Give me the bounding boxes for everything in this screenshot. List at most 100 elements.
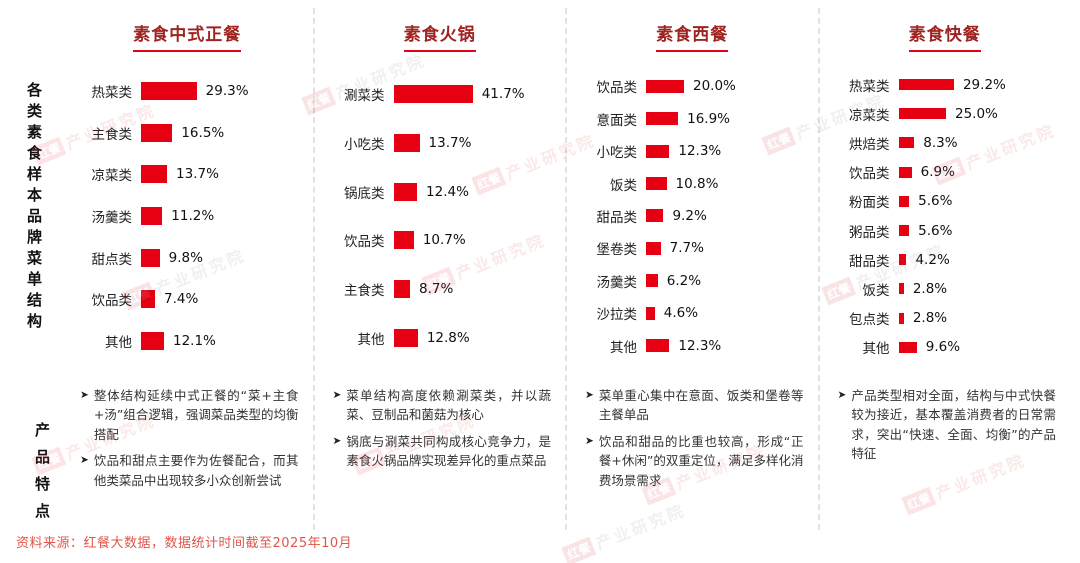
value-label: 13.7% [428, 134, 472, 151]
bar-row: 锅底类 12.4% [325, 182, 556, 202]
feature-text: 菜单重心集中在意面、饭类和堡卷等主餐单品 [598, 388, 804, 423]
column-header: 素食快餐 [830, 8, 1061, 64]
feature-text: 整体结构延续中式正餐的“菜+主食+汤”组合逻辑，强调菜品类型的均衡搭配 [93, 388, 299, 442]
category-label: 甜品类 [596, 209, 638, 226]
feature-item: ➤ 菜单结构高度依赖涮菜类，并以蔬菜、豆制品和菌菇为核心 [333, 386, 552, 425]
feature-text: 饮品和甜品的比重也较高，形成“正餐+休闲”的双重定位，满足多样化消费场景需求 [598, 433, 804, 488]
column-title: 素食火锅 [403, 20, 476, 52]
bar [646, 177, 667, 191]
value-label: 12.1% [172, 333, 216, 350]
category-label: 涮菜类 [344, 88, 385, 105]
bar-row: 汤羹类 11.2% [72, 206, 303, 226]
chart-column-2: 素食火锅 涮菜类 41.7% 小吃类 13.7% 锅底类 12.4% 饮品类 10.7% 主食类 8… [315, 8, 567, 530]
bar-row: 饮品类 10.7% [325, 230, 556, 250]
chart-column-1: 素食中式正餐 热菜类 29.3% 主食类 16.5% 凉菜类 13.7% 汤羹类 11.2% 甜点… [62, 8, 315, 530]
bar [646, 241, 661, 255]
value-label: 6.9% [920, 164, 955, 181]
value-label: 29.3% [205, 82, 249, 99]
bar [646, 339, 670, 353]
bar-row: 甜点类 9.8% [72, 248, 303, 268]
bar [898, 195, 910, 207]
value-label: 10.8% [675, 175, 719, 192]
category-label: 主食类 [344, 282, 385, 299]
bar [393, 85, 473, 104]
features-list: ➤ 产品类型相对全面，结构与中式快餐较为接近，基本覆盖消费者的日常需求，突出“快速… [830, 386, 1061, 464]
chart-column-3: 素食西餐 饮品类 20.0% 意面类 16.9% 小吃类 12.3% 饭类 10.8% 甜品类 9.… [567, 8, 820, 530]
feature-item: ➤ 饮品和甜点主要作为佐餐配合，而其他类菜品中出现较多小众创新尝试 [80, 451, 299, 490]
bar-row: 其他 12.8% [325, 328, 556, 348]
category-label: 凉菜类 [91, 168, 133, 185]
feature-item: ➤ 锅底与涮菜共同构成核心竞争力，是素食火锅品牌实现差异化的重点菜品 [333, 432, 552, 471]
feature-text: 产品类型相对全面，结构与中式快餐较为接近，基本覆盖消费者的日常需求，突出“快速、… [851, 388, 1056, 462]
bar [646, 144, 670, 158]
category-label: 热菜类 [91, 84, 133, 101]
bar-row: 饮品类 6.9% [830, 162, 1061, 182]
bar-row: 其他 9.6% [830, 337, 1061, 357]
bar [898, 341, 917, 353]
bar [898, 283, 904, 295]
value-label: 2.8% [912, 280, 948, 297]
bar-row: 饮品类 7.4% [72, 289, 303, 309]
category-label: 烘焙类 [849, 136, 890, 153]
arrow-bullet-icon: ➤ [837, 389, 847, 401]
value-label: 6.2% [666, 272, 702, 289]
category-label: 锅底类 [344, 185, 385, 202]
bar-row: 饭类 2.8% [830, 279, 1061, 299]
category-label: 凉菜类 [849, 107, 890, 124]
feature-item: ➤ 菜单重心集中在意面、饭类和堡卷等主餐单品 [585, 386, 804, 425]
value-label: 29.2% [962, 76, 1006, 93]
chart-columns: 素食中式正餐 热菜类 29.3% 主食类 16.5% 凉菜类 13.7% 汤羹类 11.2% 甜点… [62, 8, 1070, 530]
category-label: 粉面类 [849, 195, 890, 212]
feature-text: 锅底与涮菜共同构成核心竞争力，是素食火锅品牌实现差异化的重点菜品 [346, 433, 551, 469]
bar [898, 79, 954, 91]
arrow-bullet-icon: ➤ [332, 434, 342, 447]
bar [646, 209, 664, 223]
category-label: 其他 [862, 341, 890, 358]
bar [393, 279, 411, 298]
bar [141, 206, 163, 225]
value-label: 9.8% [168, 249, 203, 266]
category-label: 饮品类 [91, 293, 133, 310]
bar-chart: 热菜类 29.2% 凉菜类 25.0% 烘焙类 8.3% 饮品类 6.9% 粉面类 5.6% 粥品类… [830, 70, 1061, 362]
value-label: 8.7% [419, 280, 454, 297]
side-label-product-features: 产品特点 [33, 422, 51, 530]
bar-chart: 热菜类 29.3% 主食类 16.5% 凉菜类 13.7% 汤羹类 11.2% 甜点类 9.8% 饮… [72, 70, 303, 362]
category-label: 热菜类 [849, 78, 890, 95]
bar-row: 粉面类 5.6% [830, 191, 1061, 211]
value-label: 8.3% [923, 134, 958, 151]
bar-row: 小吃类 12.3% [577, 141, 808, 161]
bar [898, 254, 907, 266]
bar [898, 137, 915, 149]
bar [393, 231, 414, 250]
category-label: 其他 [105, 335, 132, 352]
bar-row: 其他 12.3% [577, 336, 808, 356]
bar-row: 主食类 8.7% [325, 279, 556, 299]
bar-row: 饮品类 20.0% [577, 76, 808, 96]
bar-row: 堡卷类 7.7% [577, 238, 808, 258]
category-label: 饭类 [862, 282, 890, 299]
bar [898, 225, 910, 237]
value-label: 12.8% [426, 329, 470, 346]
bar [393, 328, 418, 347]
bar-row: 热菜类 29.2% [830, 75, 1061, 95]
value-label: 25.0% [955, 105, 998, 122]
category-label: 饮品类 [596, 80, 638, 97]
feature-item: ➤ 产品类型相对全面，结构与中式快餐较为接近，基本覆盖消费者的日常需求，突出“快速… [838, 386, 1057, 464]
category-label: 粥品类 [849, 224, 890, 241]
value-label: 4.6% [663, 305, 699, 322]
chart-column-4: 素食快餐热菜类 29.2% 凉菜类 25.0% 烘焙类 8.3% 饮品类 6.9% 粉面类 5.6… [820, 8, 1071, 530]
bar-row: 意面类 16.9% [577, 109, 808, 129]
value-label: 20.0% [693, 78, 736, 95]
bar [646, 112, 679, 126]
features-list: ➤ 菜单重心集中在意面、饭类和堡卷等主餐单品 ➤ 饮品和甜品的比重也较高，形成“正餐+… [577, 386, 808, 490]
side-label-menu-structure: 各类素食样本品牌菜单结构 [25, 82, 43, 334]
value-label: 9.2% [672, 207, 707, 224]
bar [898, 108, 946, 120]
bar [898, 312, 904, 324]
category-label: 汤羹类 [91, 209, 133, 226]
column-header: 素食火锅 [325, 8, 556, 64]
feature-text: 饮品和甜点主要作为佐餐配合，而其他类菜品中出现较多小众创新尝试 [93, 453, 299, 488]
bar-row: 热菜类 29.3% [72, 81, 303, 101]
category-label: 汤羹类 [596, 274, 638, 291]
value-label: 7.4% [164, 291, 199, 308]
